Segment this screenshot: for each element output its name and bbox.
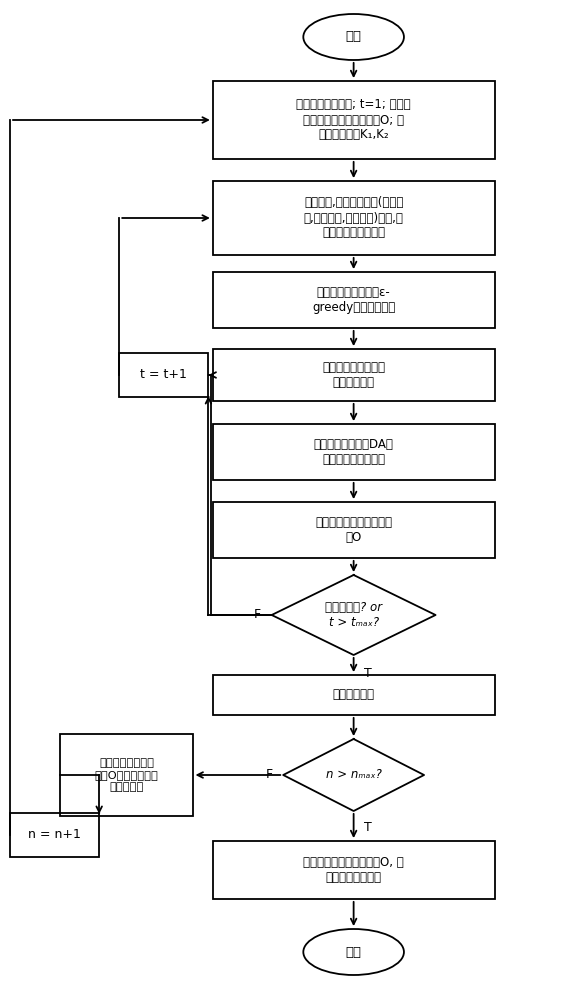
Text: 保存所学到的取向性矩阵O, 获
得生成的行为习惯: 保存所学到的取向性矩阵O, 获 得生成的行为习惯	[303, 856, 404, 884]
Text: 将本轮得到的取向
矩阵O作为下次导航
过程的输入: 将本轮得到的取向 矩阵O作为下次导航 过程的输入	[94, 758, 159, 792]
Text: 一次导航结束: 一次导航结束	[332, 688, 375, 702]
Text: 设置起点和目标点; t=1; 初始化
纹状小体中的取向性矩阵O; 设
置探索率参数K₁,K₂: 设置起点和目标点; t=1; 初始化 纹状小体中的取向性矩阵O; 设 置探索率参…	[296, 99, 411, 141]
Bar	[213, 181, 494, 255]
Text: 更新纹状小体中的取向矩
阵O: 更新纹状小体中的取向矩 阵O	[315, 516, 392, 544]
Bar	[213, 424, 494, 480]
Bar	[213, 675, 494, 715]
Text: F: F	[266, 768, 273, 782]
Bar	[119, 353, 208, 397]
Text: t = t+1: t = t+1	[140, 368, 187, 381]
Text: 在基质中根据改进的ε-
greedy算法选择动作: 在基质中根据改进的ε- greedy算法选择动作	[312, 286, 395, 314]
Text: 结束: 结束	[346, 946, 362, 958]
Text: T: T	[364, 667, 371, 680]
Text: 开始: 开始	[346, 30, 362, 43]
Bar	[213, 81, 494, 159]
Bar	[213, 502, 494, 558]
Bar	[60, 734, 193, 816]
Bar	[213, 272, 494, 328]
Bar	[10, 813, 99, 857]
Text: 状态感知,相关感知细胞(位置细
胞,嗅觉细胞,视觉细胞)激活,计
算当前的状态能量值: 状态感知,相关感知细胞(位置细 胞,嗅觉细胞,视觉细胞)激活,计 算当前的状态能…	[304, 196, 404, 239]
Text: n = n+1: n = n+1	[28, 828, 81, 842]
Text: 运动皮质执行动作，
使得状态转移: 运动皮质执行动作， 使得状态转移	[322, 361, 385, 389]
Text: 到达目标点? or
t > tₘₐₓ?: 到达目标点? or t > tₘₐₓ?	[325, 601, 382, 629]
Bar	[213, 841, 494, 899]
Text: F: F	[254, 608, 262, 621]
Text: T: T	[364, 821, 371, 834]
Bar	[213, 349, 494, 401]
Text: 计算多巴胺信号值DA为
前后两状态能量差值: 计算多巴胺信号值DA为 前后两状态能量差值	[314, 438, 393, 466]
Text: n > nₘₐₓ?: n > nₘₐₓ?	[325, 768, 382, 782]
